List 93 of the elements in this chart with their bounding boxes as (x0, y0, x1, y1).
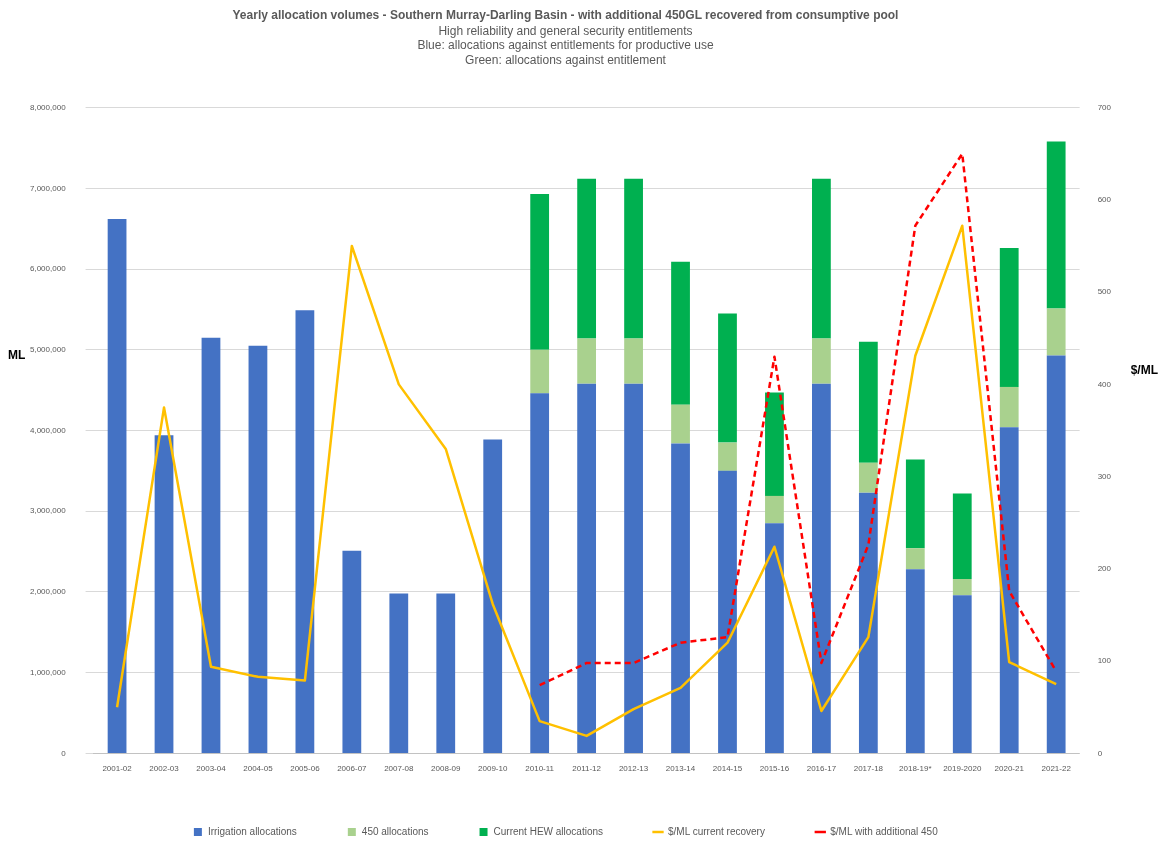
line-series (538, 152, 1058, 687)
bar (577, 338, 597, 384)
x-tick-label: 2018-19* (899, 764, 932, 774)
bar (952, 579, 972, 596)
bar (812, 383, 831, 753)
bar (1046, 355, 1066, 753)
bar (858, 492, 878, 753)
y-tick-label: 3,000,000 (30, 506, 67, 516)
bar (624, 338, 643, 384)
bar (201, 337, 221, 753)
y-tick-label: 7,000,000 (30, 183, 67, 193)
bar (999, 427, 1019, 753)
y-tick-label: 1,000,000 (30, 667, 67, 677)
y2-tick-label: 700 (1097, 102, 1112, 112)
bar (436, 593, 456, 753)
x-tick-label: 2015-16 (759, 764, 790, 774)
x-tick-label: 2020-21 (994, 764, 1025, 774)
x-tick-label: 2010-11 (525, 764, 555, 774)
bar (765, 523, 784, 753)
bar (858, 341, 878, 463)
y-tick-label: 8,000,000 (30, 102, 67, 112)
y2-axis-title: $/ML (1130, 362, 1158, 377)
bar (389, 593, 409, 753)
y-tick-label: 5,000,000 (30, 344, 67, 354)
x-tick-label: 2016-17 (806, 764, 837, 774)
bar (671, 443, 690, 753)
x-tick-label: 2003-04 (196, 764, 227, 774)
y-tick-label: 0 (61, 748, 67, 758)
y-tick-label: 2,000,000 (30, 587, 67, 597)
y-tick-label: 6,000,000 (30, 264, 67, 274)
bar (295, 310, 315, 753)
bar (154, 435, 174, 753)
bar (1046, 141, 1066, 309)
bar (530, 349, 550, 394)
x-tick-label: 2017-18 (853, 764, 884, 774)
bar (342, 550, 362, 753)
y2-tick-label: 100 (1097, 656, 1112, 666)
bar (765, 495, 784, 524)
x-tick-label: 2021-22 (1041, 764, 1072, 774)
legend-label: Current HEW allocations (493, 825, 604, 837)
y2-tick-label: 200 (1097, 564, 1112, 574)
bar (718, 313, 737, 443)
bar (671, 404, 690, 444)
x-tick-label: 2002-03 (149, 764, 180, 774)
x-tick-label: 2004-05 (243, 764, 274, 774)
bar (624, 383, 643, 753)
x-tick-label: 2005-06 (290, 764, 321, 774)
y2-tick-label: 400 (1097, 379, 1112, 389)
bar (530, 393, 550, 753)
bar (952, 493, 972, 580)
bar (905, 459, 925, 549)
x-tick-label: 2012-13 (618, 764, 649, 774)
bar (952, 595, 972, 753)
bar (718, 442, 737, 471)
legend-label: $/ML with additional 450 (830, 825, 939, 837)
bar (530, 193, 550, 350)
bar (905, 548, 925, 570)
x-tick-label: 2007-08 (384, 764, 415, 774)
x-tick-label: 2008-09 (431, 764, 461, 774)
x-tick-label: 2001-02 (102, 764, 133, 774)
chart-title: Yearly allocation volumes - Southern Murray-Darling Basin - with additional 450GL recovered from consumptive pool (232, 7, 899, 22)
bar (812, 338, 831, 384)
x-tick-label: 2019-2020 (943, 764, 982, 774)
y2-tick-label: 600 (1097, 195, 1112, 205)
bar (107, 219, 127, 753)
x-tick-label: 2013-14 (665, 764, 696, 774)
legend-label: 450 allocations (361, 825, 429, 837)
x-tick-label: 2014-15 (712, 764, 743, 774)
bar (999, 386, 1019, 428)
chart-subtitle: High reliability and general security entitlements Blue: allocations against entitlements for productive use Green: allocations against entitlement (417, 23, 714, 67)
bar (483, 439, 503, 753)
bar (905, 569, 925, 753)
bar (718, 470, 737, 753)
x-tick-label: 2009-10 (478, 764, 508, 774)
x-tick-label: 2006-07 (337, 764, 368, 774)
y2-tick-label: 0 (1097, 748, 1103, 758)
bar (765, 392, 784, 496)
bar (999, 248, 1019, 387)
bar (624, 178, 643, 339)
legend-label: Irrigation allocations (207, 825, 297, 837)
bar (671, 261, 690, 405)
legend-label: $/ML current recovery (668, 825, 765, 837)
bar (577, 178, 597, 339)
x-tick-label: 2011-12 (572, 764, 602, 774)
y-axis-title: ML (8, 347, 26, 362)
y2-tick-label: 500 (1097, 287, 1112, 297)
y-tick-label: 4,000,000 (30, 425, 67, 435)
bar (248, 345, 268, 753)
bar (858, 462, 878, 493)
bar (577, 383, 597, 753)
y2-tick-label: 300 (1097, 471, 1112, 481)
bar (1046, 308, 1066, 356)
bar (812, 178, 831, 339)
